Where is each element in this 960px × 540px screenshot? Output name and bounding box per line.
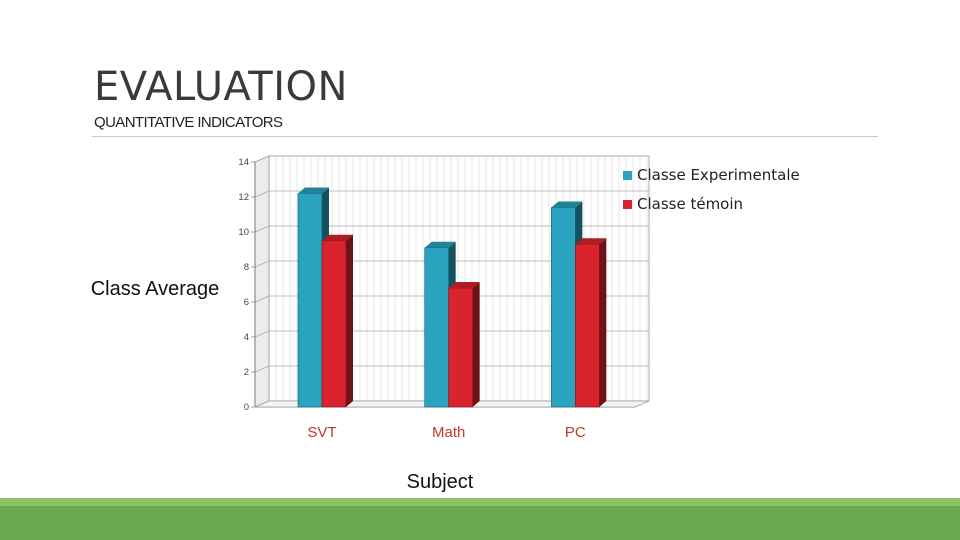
x-category-label: Math [432, 424, 465, 441]
grid-line-side [254, 190, 270, 198]
y-tick-label: 6 [244, 297, 249, 308]
bar-front [321, 240, 347, 408]
footer-bar [0, 506, 960, 540]
legend: Classe Experimentale Classe témoin [623, 166, 800, 213]
bar-svt-series-2 [321, 234, 353, 408]
bars-layer [297, 187, 607, 408]
bar-side [472, 282, 480, 407]
slide-title: EVALUATION [94, 64, 348, 110]
grid-line-side [254, 365, 270, 373]
bar-pc-series-2 [575, 238, 607, 408]
y-tick-label: 10 [238, 227, 249, 238]
bar-side [599, 238, 607, 407]
bar-chart: 0 2 4 6 8 10 12 14 SVT Math PC Class Average Subject… [91, 155, 800, 493]
slide-subtitle: QUANTITATIVE INDICATORS [94, 114, 283, 131]
footer-bar-accent [0, 498, 960, 506]
bar-front [575, 243, 600, 408]
x-category-label: PC [565, 424, 586, 441]
bar-top [448, 282, 480, 288]
legend-swatch [623, 171, 632, 180]
bar-front [551, 207, 576, 408]
bar-top [298, 187, 329, 194]
y-tick-label: 4 [244, 332, 249, 343]
grid-line-side [254, 260, 270, 268]
bar-front [297, 193, 323, 408]
x-axis-title: Subject [407, 471, 474, 493]
grid-line-side [254, 155, 270, 163]
y-tick-label: 2 [244, 367, 249, 378]
bar-top [575, 238, 607, 245]
grid-line-side [254, 295, 270, 303]
labels-layer: 0 2 4 6 8 10 12 14 SVT Math PC Class Average Subject [91, 157, 586, 493]
grid-line-side [254, 330, 270, 338]
legend-label: Classe témoin [637, 195, 743, 213]
bar-top [551, 201, 583, 208]
bar-top [424, 241, 456, 248]
title-divider [92, 136, 878, 137]
bar-front [424, 247, 449, 408]
y-tick-label: 8 [244, 262, 249, 273]
x-category-label: SVT [307, 424, 336, 441]
grid-line-side [254, 225, 270, 233]
y-tick-label: 12 [238, 192, 249, 203]
legend-label: Classe Experimentale [637, 166, 800, 184]
legend-swatch [623, 200, 632, 209]
bar-side [346, 234, 353, 407]
bar-front [448, 287, 473, 408]
y-tick-label: 14 [238, 157, 249, 168]
bar-top [322, 234, 353, 241]
y-axis-title: Class Average [91, 278, 220, 300]
y-tick-label: 0 [244, 402, 249, 413]
bar-math-series-2 [448, 282, 480, 408]
